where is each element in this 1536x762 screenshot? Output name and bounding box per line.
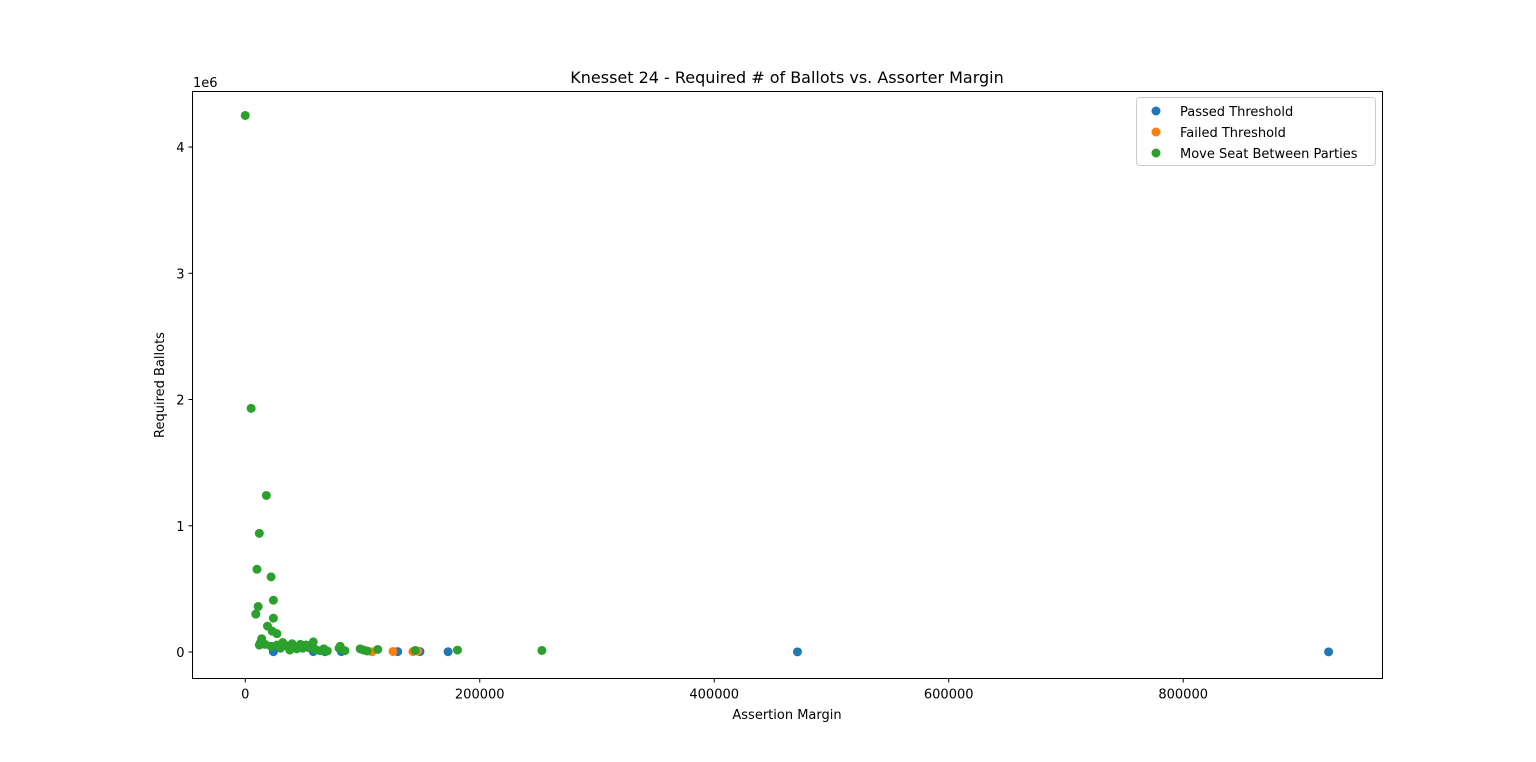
y-tick-label: 4	[176, 141, 184, 156]
x-tick-label: 200000	[455, 688, 505, 703]
data-point-series-2	[251, 609, 261, 619]
legend-marker-series-1	[1151, 127, 1161, 137]
legend-label-series-1: Failed Threshold	[1180, 126, 1286, 141]
legend: Passed Threshold Failed Threshold Move Sea…	[1136, 97, 1376, 166]
data-point-series-2	[252, 564, 262, 574]
legend-marker-series-0	[1151, 106, 1161, 116]
legend-label-series-2: Move Seat Between Parties	[1180, 147, 1358, 162]
y-tick-label: 2	[176, 394, 184, 409]
data-point-series-2	[322, 646, 332, 656]
data-point-series-2	[452, 645, 462, 655]
data-point-series-2	[261, 490, 271, 500]
legend-label-series-0: Passed Threshold	[1180, 105, 1293, 120]
x-tick-label: 600000	[924, 688, 974, 703]
y-tick-label: 0	[176, 646, 184, 661]
x-axis-label: Assertion Margin	[732, 708, 841, 723]
y-tick-label: 1	[176, 520, 184, 535]
data-point-series-2	[308, 637, 318, 647]
y-axis-ticks: 0 1 2 3 4	[176, 141, 193, 661]
data-point-series-2	[537, 645, 547, 655]
data-point-series-2	[246, 403, 256, 413]
data-point-series-2	[268, 595, 278, 605]
data-points	[240, 110, 1334, 657]
data-point-series-2	[240, 110, 250, 120]
data-point-series-2	[268, 613, 278, 623]
plot-frame	[192, 91, 1383, 679]
y-tick-label: 3	[176, 267, 184, 282]
data-point-series-2	[275, 643, 285, 653]
data-point-series-0	[1324, 647, 1334, 657]
data-point-series-2	[254, 528, 264, 538]
data-point-series-2	[362, 646, 372, 656]
data-point-series-0	[792, 647, 802, 657]
data-point-series-2	[272, 629, 282, 639]
data-point-series-2	[266, 572, 276, 582]
legend-marker-series-2	[1151, 148, 1161, 158]
x-tick-label: 0	[241, 688, 249, 703]
legend-box	[1136, 97, 1376, 166]
x-tick-label: 800000	[1158, 688, 1208, 703]
y-offset-label: 1e6	[193, 76, 218, 91]
x-tick-label: 400000	[689, 688, 739, 703]
data-point-series-2	[253, 602, 263, 612]
data-point-series-1	[388, 646, 398, 656]
chart-title: Knesset 24 - Required # of Ballots vs. A…	[570, 68, 1004, 87]
data-point-series-0	[443, 647, 453, 657]
data-point-series-2	[340, 646, 350, 656]
data-point-series-2	[373, 644, 383, 654]
x-axis-ticks: 0 200000 400000 600000 800000	[241, 678, 1208, 703]
data-point-series-2	[410, 645, 420, 655]
y-axis-label: Required Ballots	[153, 332, 168, 438]
